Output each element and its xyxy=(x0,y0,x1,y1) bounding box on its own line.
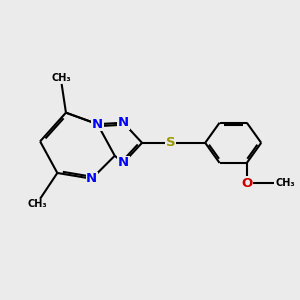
Text: N: N xyxy=(118,116,129,129)
Text: CH₃: CH₃ xyxy=(275,178,295,188)
Text: S: S xyxy=(166,136,175,149)
Text: N: N xyxy=(92,118,103,131)
Text: CH₃: CH₃ xyxy=(27,199,47,209)
Text: N: N xyxy=(118,156,129,170)
Text: N: N xyxy=(86,172,97,185)
Text: CH₃: CH₃ xyxy=(52,73,71,82)
Text: O: O xyxy=(241,176,253,190)
